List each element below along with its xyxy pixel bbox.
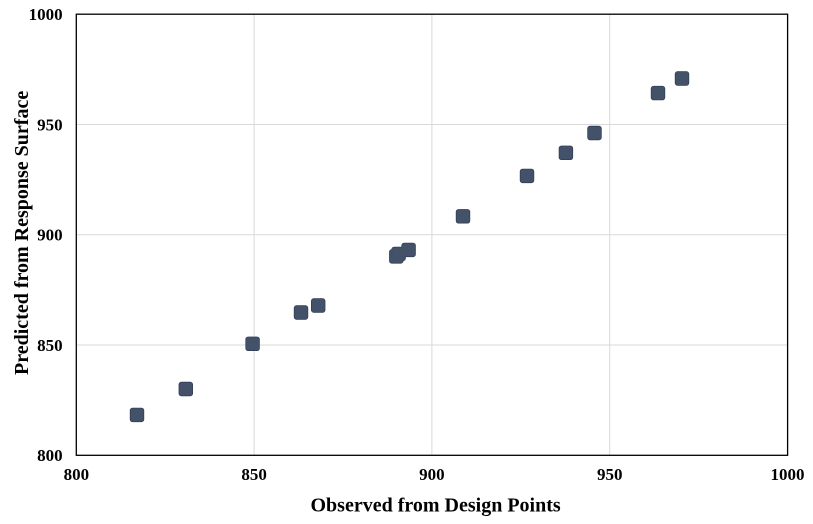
svg-text:900: 900 xyxy=(37,226,63,245)
svg-text:1000: 1000 xyxy=(771,465,805,484)
svg-text:Observed from Design Points: Observed from Design Points xyxy=(311,494,561,516)
svg-text:900: 900 xyxy=(419,465,445,484)
svg-text:850: 850 xyxy=(37,336,63,355)
svg-text:950: 950 xyxy=(37,115,63,134)
svg-text:850: 850 xyxy=(241,465,267,484)
svg-text:1000: 1000 xyxy=(29,5,63,24)
svg-text:800: 800 xyxy=(37,446,63,465)
svg-text:Predicted from Response Surfac: Predicted from Response Surface xyxy=(11,91,33,375)
svg-text:800: 800 xyxy=(64,465,90,484)
svg-text:950: 950 xyxy=(597,465,623,484)
